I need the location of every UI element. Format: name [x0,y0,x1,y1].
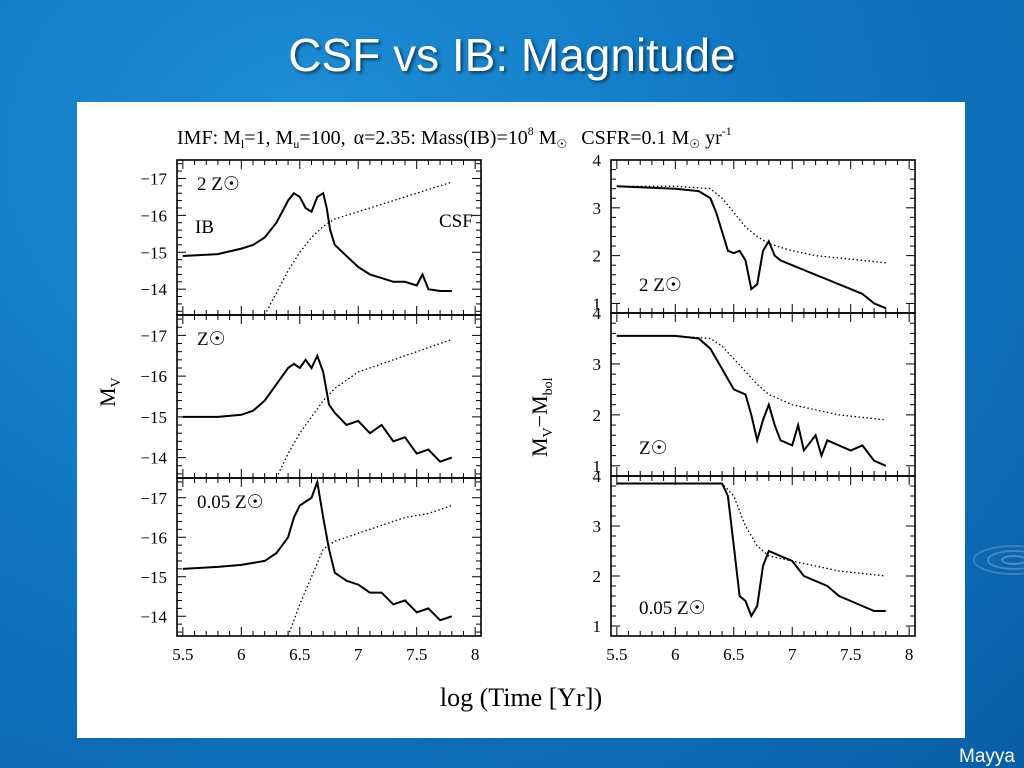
figure-header: IMF: Ml=1, Mu=100, α=2.35: Mass(IB)=108 M… [177,124,732,151]
metallicity-annotation: Z☉ [197,329,226,350]
x-tick-label: 6.5 [289,645,310,664]
panel-right-middle: 4 3 2 1 Z☉ [593,304,916,477]
x-tick-label: 6.5 [723,645,744,664]
y-tick-label: 4 [593,467,602,486]
x-tick-label: 5.5 [172,645,193,664]
y-tick-label: 2 [593,567,602,586]
x-tick-label: 7 [788,645,797,664]
series-line-dotted [616,185,886,264]
panel-left-top: −17 −16 −15 −14 2 Z☉ [140,159,482,316]
y-tick-label: −14 [140,607,167,626]
metallicity-annotation: 0.05 Z☉ [197,492,264,513]
series-line-solid [616,185,887,310]
y-tick-label: −15 [140,408,167,427]
series-line-dotted [264,181,452,316]
panel-left-middle: −17 −16 −15 −14 Z☉ [140,314,482,479]
y-tick-label: 1 [593,294,602,313]
y-tick-label: 4 [593,304,602,323]
y-tick-label: −14 [140,449,167,468]
series-line-dotted [616,482,886,577]
metallicity-annotation: 2 Z☉ [197,174,240,195]
panel-left-bottom: −17 −16 −15 −14 5.5 6 6.5 7 7.5 8 0.05 Z☉ [140,477,482,664]
y-tick-label: 2 [593,247,602,266]
metallicity-annotation: Z☉ [639,438,668,459]
series-line-dotted [287,504,453,637]
x-tick-label: 5.5 [606,645,627,664]
ib-series-label: IB [195,217,214,238]
panel-frame [176,477,482,637]
series-line-solid [182,191,452,292]
water-ripple-decoration [954,520,1024,645]
y-tick-label: −15 [140,568,167,587]
x-tick-label: 6 [237,645,246,664]
figure-panel: IMF: Ml=1, Mu=100, α=2.35: Mass(IB)=108 M… [77,102,1015,767]
series-line-solid [616,482,886,619]
right-y-axis-label: MV−Mbol [527,377,556,457]
x-tick-label: 7 [354,645,363,664]
left-y-axis-label: MV [95,377,124,407]
slide-title: CSF vs IB: Magnitude [288,29,736,81]
chart-svg: IMF: Ml=1, Mu=100, α=2.35: Mass(IB)=108 M… [95,124,916,712]
y-tick-label: −16 [140,528,167,547]
x-tick-label: 6 [671,645,680,664]
y-tick-label: −17 [140,169,167,188]
series-line-solid [182,353,453,463]
metallicity-annotation: 2 Z☉ [639,275,682,296]
y-tick-label: −15 [140,243,167,262]
y-tick-label: 4 [593,151,602,170]
y-tick-label: 2 [593,406,602,425]
series-line-solid [182,478,453,622]
y-tick-label: 3 [593,199,602,218]
y-tick-label: 1 [593,457,602,476]
y-tick-label: 3 [593,517,602,536]
series-line-dotted [616,335,886,421]
panel-right-top: 4 3 2 1 2 Z☉ [593,151,916,314]
x-axis-label: log (Time [Yr]) [440,683,602,712]
series-line-dotted [275,338,453,479]
x-tick-label: 7.5 [406,645,427,664]
x-tick-label: 7.5 [840,645,861,664]
csf-series-label: CSF [439,211,473,232]
y-tick-label: 1 [593,617,602,636]
metallicity-annotation: 0.05 Z☉ [639,598,706,619]
panel-right-bottom: 4 3 2 15.5 6 6.5 7 7.5 8 0.05 Z☉ [593,467,916,664]
y-tick-label: 3 [593,355,602,374]
x-tick-label: 8 [905,645,914,664]
author-label: Mayya [959,746,1015,767]
y-tick-label: −16 [140,367,167,386]
series-line-solid [616,334,887,467]
y-tick-label: −14 [140,280,167,299]
x-tick-label: 8 [471,645,480,664]
y-tick-label: −17 [140,326,167,345]
y-tick-label: −17 [140,489,167,508]
y-tick-label: −16 [140,206,167,225]
